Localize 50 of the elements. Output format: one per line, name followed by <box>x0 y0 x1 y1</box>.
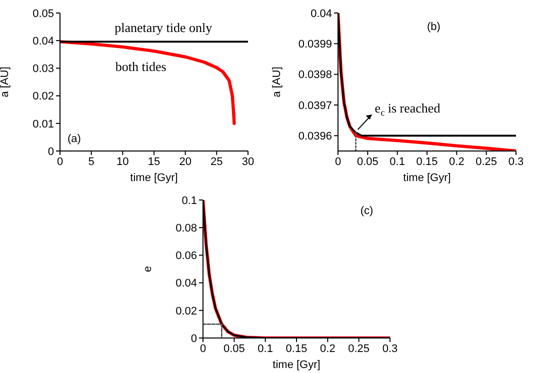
x-tick-label: 0.3 <box>508 156 524 168</box>
x-axis-title: time [Gyr] <box>130 172 178 184</box>
x-tick-label: 0.3 <box>382 342 398 355</box>
x-tick-label: 0.25 <box>476 156 498 168</box>
x-tick-label: 25 <box>210 156 223 168</box>
x-tick-label: 20 <box>179 156 192 168</box>
annotation: e$_{c}$ is reached <box>374 100 441 118</box>
y-tick-label: 0 <box>190 332 197 345</box>
x-tick-label: 0 <box>200 342 206 355</box>
x-tick-label: 0.05 <box>356 156 378 168</box>
y-tick-label: 0.08 <box>176 222 197 235</box>
y-tick-label: 0 <box>48 146 54 158</box>
y-tick-label: 0.02 <box>32 90 54 103</box>
annotation: (a) <box>68 132 81 146</box>
y-tick-label: 0.0399 <box>298 38 332 51</box>
y-tick-label: 0.04 <box>310 8 332 20</box>
y-tick-label: 0.01 <box>32 118 54 130</box>
annotation: (c) <box>360 204 374 218</box>
x-tick-label: 10 <box>116 156 129 168</box>
y-tick-label: 0.03 <box>32 63 54 76</box>
x-tick-label: 0 <box>56 156 64 168</box>
y-tick-label: 0.05 <box>32 8 54 20</box>
x-axis-title: time [Gyr] <box>403 172 451 184</box>
y-axis-title: e <box>142 266 154 272</box>
y-axis-title: a [AU] <box>0 66 11 98</box>
x-tick-label: 0.05 <box>223 342 245 355</box>
annotation: (b) <box>427 20 440 34</box>
y-tick-label: 0.04 <box>32 36 54 48</box>
y-axis-title: a [AU] <box>270 66 283 98</box>
y-tick-label: 0.0398 <box>298 69 332 82</box>
x-tick-label: 0.2 <box>320 342 336 355</box>
x-tick-label: 0.25 <box>348 342 370 355</box>
annotation: planetary tide only <box>114 20 212 36</box>
y-tick-label: 0.0397 <box>298 100 332 112</box>
x-tick-label: 30 <box>242 156 254 168</box>
x-tick-label: 0.15 <box>286 342 308 355</box>
y-tick-label: 0.06 <box>176 250 197 262</box>
y-tick-label: 0.04 <box>176 278 197 290</box>
x-tick-label: 0.15 <box>416 156 438 168</box>
x-tick-label: 0 <box>334 156 342 168</box>
annotation: both tides <box>115 58 166 74</box>
x-tick-label: 0.2 <box>449 156 464 168</box>
x-tick-label: 0.1 <box>390 156 405 168</box>
y-tick-label: 0.1 <box>182 194 197 207</box>
x-tick-label: 5 <box>88 156 94 168</box>
y-tick-label: 0.0396 <box>298 130 332 143</box>
x-tick-label: 15 <box>148 156 160 168</box>
x-tick-label: 0.1 <box>258 342 273 355</box>
y-tick-label: 0.02 <box>176 305 197 318</box>
x-axis-title: time [Gyr] <box>272 359 320 371</box>
